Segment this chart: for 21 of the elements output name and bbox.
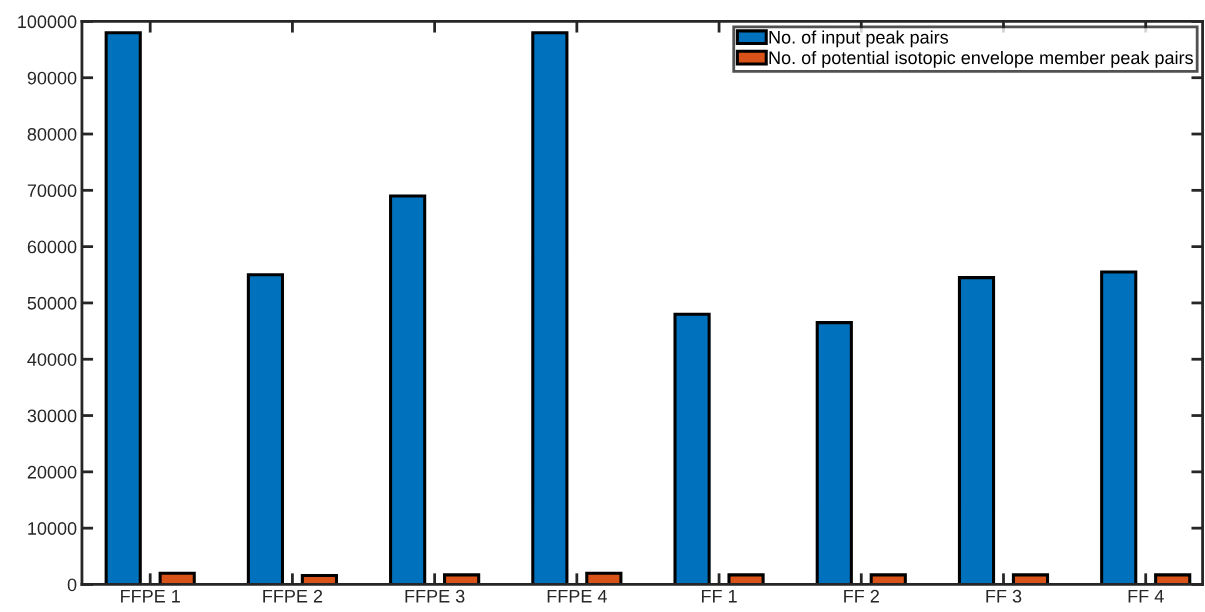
- x-tick-label: FFPE 1: [121, 589, 180, 603]
- y-tick-label: 20000: [27, 465, 77, 479]
- y-tick-label: 30000: [27, 409, 77, 423]
- y-tick-label: 100000: [18, 15, 77, 29]
- x-tick-label: FF 1: [701, 589, 737, 603]
- x-tick-label: FF 3: [986, 589, 1022, 603]
- x-tick-label: FFPE 3: [405, 589, 465, 603]
- x-tick-label: FF 2: [844, 589, 879, 603]
- x-tick-label: FF 4: [1128, 589, 1164, 603]
- y-tick-label: 90000: [27, 71, 77, 85]
- legend-label: No. of input peak pairs: [769, 30, 949, 48]
- y-tick-label: 70000: [27, 184, 77, 198]
- y-tick-label: 10000: [28, 522, 77, 535]
- y-tick-label: 40000: [27, 353, 77, 366]
- x-tick-label: FFPE 4: [547, 589, 607, 603]
- x-tick-label: FFPE 2: [263, 589, 323, 603]
- y-tick-label: 0: [67, 578, 77, 592]
- y-tick-label: 60000: [27, 240, 77, 254]
- legend-label: No. of potential isotopic envelope member peak pairs: [769, 50, 1193, 68]
- y-tick-label: 80000: [27, 127, 77, 141]
- y-tick-label: 50000: [27, 296, 77, 310]
